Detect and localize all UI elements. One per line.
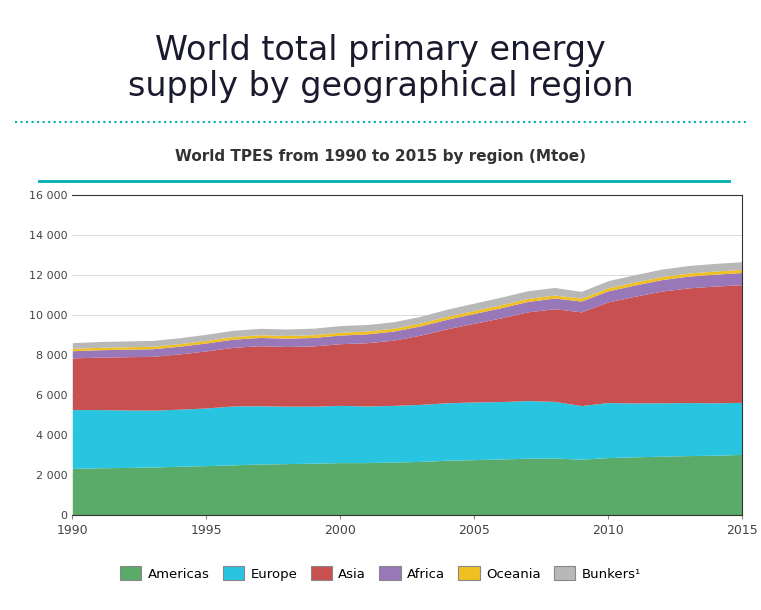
Text: World TPES from 1990 to 2015 by region (Mtoe): World TPES from 1990 to 2015 by region (… — [175, 149, 586, 165]
Text: supply by geographical region: supply by geographical region — [128, 70, 633, 103]
Text: World total primary energy: World total primary energy — [155, 34, 606, 66]
Legend: Americas, Europe, Asia, Africa, Oceania, Bunkers¹: Americas, Europe, Asia, Africa, Oceania,… — [115, 561, 646, 586]
